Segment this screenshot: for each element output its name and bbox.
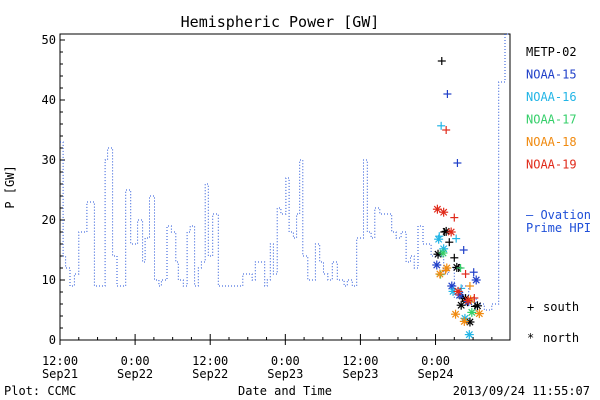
star-arm [433,261,441,269]
ovation-legend-line1: — Ovation [526,208,591,222]
x-tick-time-label: 12:00 [192,354,228,368]
star-arm [464,296,472,305]
noaa-18-north-point [451,309,461,319]
y-axis-label: P [GW] [3,165,17,208]
x-tick-date-label: Sep23 [342,367,378,381]
north-marker-symbol: * [527,331,534,345]
noaa-19-south-point [470,294,479,302]
x-axis-label: Date and Time [238,384,332,398]
noaa-17-north-point [467,307,477,317]
y-tick-label: 50 [42,33,56,47]
noaa-19-north-point [463,295,473,305]
noaa-15-south-point [453,159,462,167]
noaa-15-north-point [471,275,481,285]
noaa-15-south-point [469,268,478,277]
legend-noaa-16: NOAA-16 [526,90,577,104]
star-arm [435,235,443,243]
star-arm [448,282,456,290]
x-tick-date-label: Sep23 [267,367,303,381]
chart-title: Hemispheric Power [GW] [181,13,380,31]
noaa-19-north-point [439,207,449,217]
y-tick-label: 0 [49,333,56,347]
legend-noaa-17: NOAA-17 [526,113,577,127]
south-marker-symbol: + [527,300,534,314]
star-arm [457,301,465,309]
south-marker-label: south [543,300,579,314]
star-arm [436,270,444,278]
satellite-markers [432,57,484,340]
star-arm [443,264,451,272]
y-tick-label: 30 [42,153,56,167]
x-tick-date-label: Sep22 [117,367,153,381]
noaa-19-south-point [442,126,451,134]
star-arm [475,309,483,318]
star-arm [460,317,468,326]
star-arm [473,302,482,310]
noaa-17-south-point [456,264,465,272]
star-arm [447,228,455,236]
metp-02-north-point [456,300,466,310]
x-tick-date-label: Sep24 [417,367,453,381]
x-tick-time-label: 0:00 [421,354,450,368]
star-arm [451,310,460,318]
noaa-17-north-point [438,248,448,258]
legend-noaa-18: NOAA-18 [526,135,577,149]
ovation-prime-hpi-line [60,33,510,311]
star-arm [465,330,473,339]
satellite-legend: METP-02 NOAA-15 NOAA-16 NOAA-17 NOAA-18 NOAA-… [526,45,577,172]
metp-02-south-point [445,238,454,247]
noaa-15-north-point [432,260,442,270]
noaa-18-north-point [459,316,469,326]
star-arm [468,308,476,317]
plot-area [59,33,511,341]
y-tick-label: 10 [42,273,56,287]
plot-timestamp: 2013/09/24 11:55:07 [453,384,590,398]
y-tick-label: 20 [42,213,56,227]
noaa-19-north-point [446,227,456,237]
x-tick-time-label: 12:00 [42,354,78,368]
north-marker-label: north [543,331,579,345]
ovation-legend-line2: Prime HPI [526,221,591,235]
noaa-16-north-point [434,234,444,244]
x-axis-ticks: 12:00Sep210:00Sep2212:00Sep220:00Sep2312… [42,334,493,381]
legend-noaa-19: NOAA-19 [526,158,577,172]
plot-credit: Plot: CCMC [4,384,76,398]
x-tick-time-label: 0:00 [271,354,300,368]
noaa-15-south-point [443,90,452,98]
noaa-16-north-point [464,330,474,340]
legend-noaa-15: NOAA-15 [526,68,577,82]
star-arm [456,291,464,299]
noaa-15-north-point [447,281,457,291]
y-axis-ticks: 0 10 20 30 40 50 [42,33,65,347]
noaa-18-north-point [474,309,484,319]
noaa-15-south-point [459,246,468,254]
noaa-19-south-point [450,213,459,222]
metp-02-north-point [472,301,482,311]
x-tick-date-label: Sep21 [42,367,78,381]
y-tick-label: 40 [42,93,56,107]
star-arm [434,250,442,258]
x-tick-time-label: 12:00 [342,354,378,368]
noaa-16-south-point [452,234,461,243]
noaa-16-south-point [437,121,446,130]
star-arm [454,287,462,296]
x-tick-time-label: 0:00 [121,354,150,368]
legend-metp-02: METP-02 [526,45,577,59]
star-arm [472,276,480,284]
metp-02-south-point [450,253,459,262]
metp-02-south-point [437,57,446,65]
x-tick-date-label: Sep22 [192,367,228,381]
star-arm [439,249,447,257]
star-arm [433,205,442,213]
noaa-19-north-point [453,286,463,296]
noaa-18-north-point [442,263,452,273]
noaa-18-north-point [435,269,445,279]
noaa-18-south-point [465,282,474,290]
star-arm [440,208,448,216]
marker-legend: + south * north [527,300,579,345]
noaa-19-south-point [461,270,470,278]
